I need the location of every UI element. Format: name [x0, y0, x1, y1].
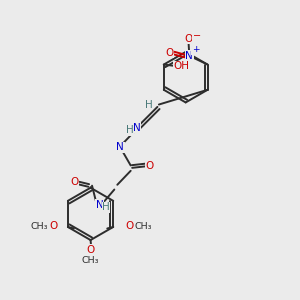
Text: −: −: [193, 31, 201, 41]
Text: N: N: [133, 123, 140, 133]
Text: N: N: [185, 51, 193, 61]
Text: O: O: [49, 221, 58, 231]
Text: N: N: [116, 142, 124, 152]
Text: O: O: [71, 177, 79, 187]
Text: +: +: [192, 45, 200, 54]
Text: OH: OH: [174, 61, 190, 71]
Text: O: O: [146, 161, 154, 171]
Text: CH₃: CH₃: [135, 222, 152, 231]
Text: H: H: [126, 125, 134, 135]
Text: O: O: [166, 48, 174, 58]
Text: CH₃: CH₃: [82, 256, 99, 266]
Text: O: O: [125, 221, 133, 231]
Text: N: N: [96, 200, 103, 210]
Text: H: H: [145, 100, 152, 110]
Text: CH₃: CH₃: [30, 222, 48, 231]
Text: O: O: [184, 34, 193, 44]
Text: O: O: [86, 244, 95, 255]
Text: H: H: [102, 202, 110, 212]
